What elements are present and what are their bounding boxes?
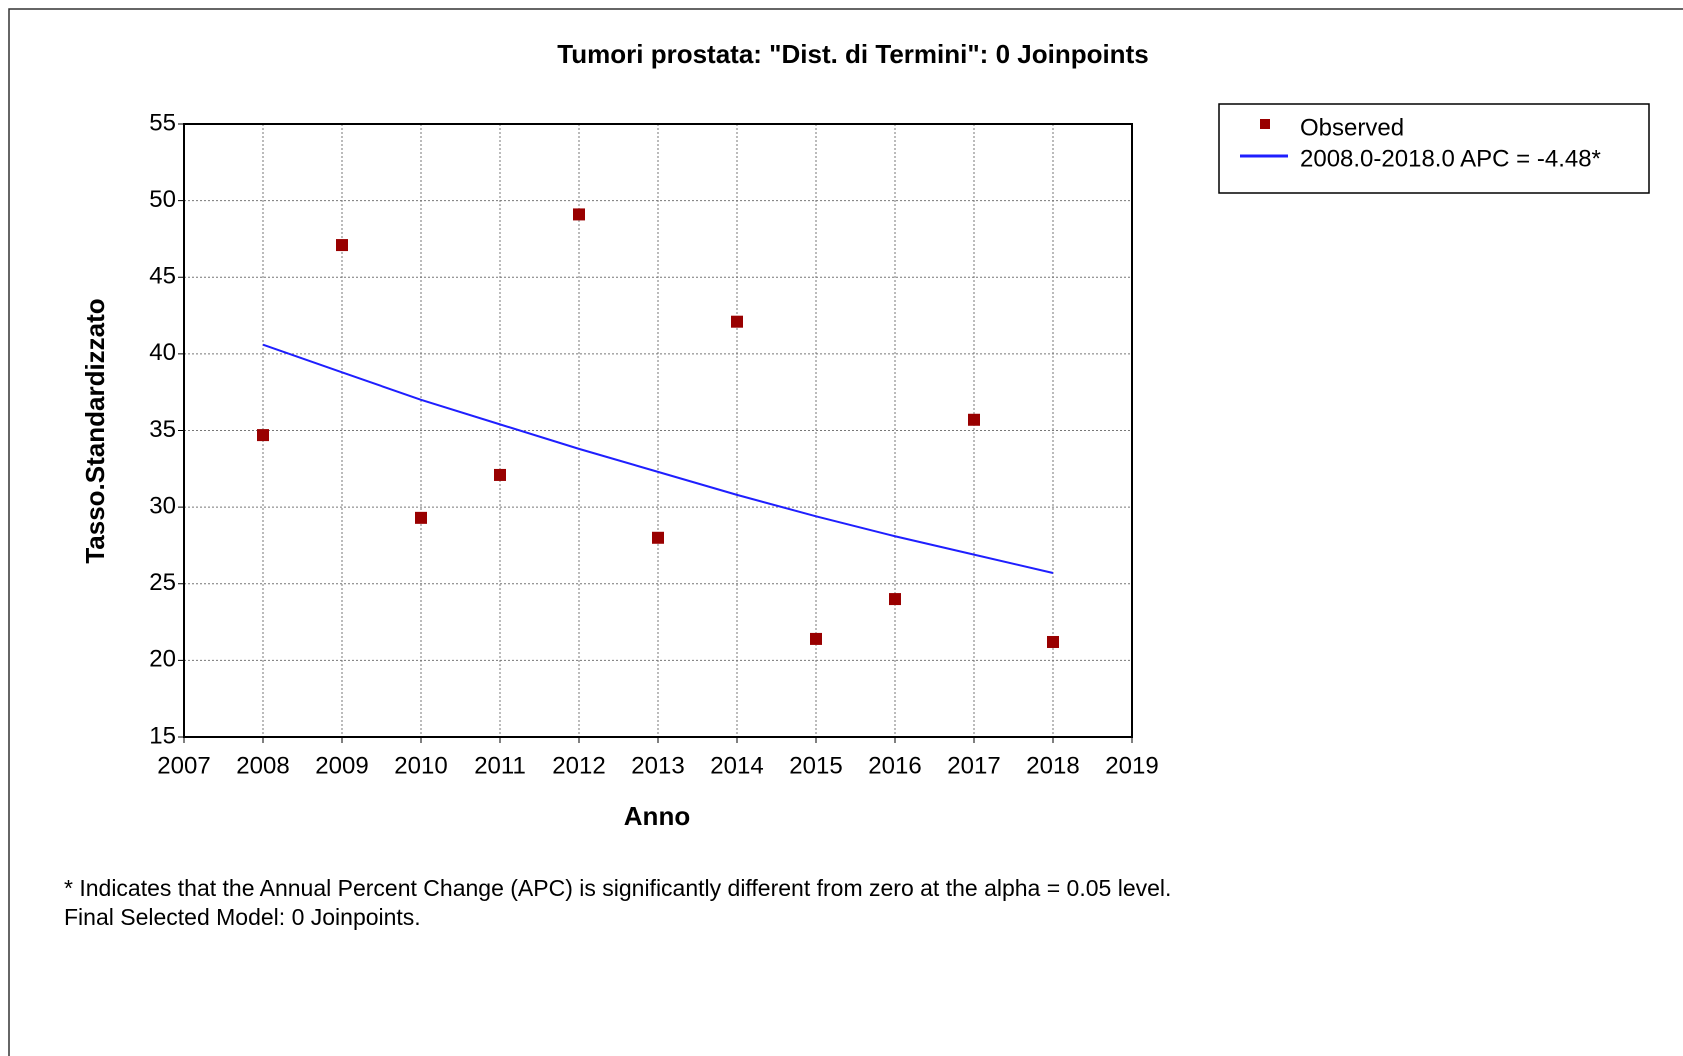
observed-point	[968, 413, 980, 426]
observed-point	[257, 429, 269, 442]
observed-point	[494, 468, 506, 481]
footnote: * Indicates that the Annual Percent Chan…	[64, 875, 1171, 901]
y-tick-label: 35	[149, 416, 176, 443]
legend-label: Observed	[1300, 114, 1404, 141]
observed-point	[889, 593, 901, 606]
observed-point	[652, 531, 664, 544]
x-tick-label: 2009	[315, 752, 368, 779]
x-tick-label: 2007	[157, 752, 210, 779]
legend-box	[1218, 103, 1650, 194]
plot-area	[183, 123, 1133, 738]
x-tick-label: 2017	[947, 752, 1000, 779]
x-tick-label: 2013	[631, 752, 684, 779]
x-tick-label: 2012	[552, 752, 605, 779]
y-tick-label: 40	[149, 339, 176, 366]
x-tick-label: 2016	[868, 752, 921, 779]
x-tick-label: 2014	[710, 752, 763, 779]
observed-point	[810, 632, 822, 645]
x-axis-label: Anno	[624, 801, 690, 831]
fit-line	[262, 343, 1054, 574]
observed-point	[1047, 635, 1059, 648]
x-tick-label: 2019	[1105, 752, 1158, 779]
y-tick-label: 50	[149, 186, 176, 213]
legend-marker	[1260, 119, 1270, 129]
y-tick-label: 20	[149, 646, 176, 673]
x-tick-label: 2011	[474, 752, 526, 779]
x-tick-label: 2010	[394, 752, 447, 779]
y-axis-label: Tasso.Standardizzato	[80, 298, 110, 563]
x-tick-label: 2018	[1026, 752, 1079, 779]
observed-point	[336, 239, 348, 252]
chart-title: Tumori prostata: "Dist. di Termini": 0 J…	[557, 39, 1148, 69]
legend-label: 2008.0-2018.0 APC = -4.48*	[1300, 145, 1601, 172]
x-tick-label: 2008	[236, 752, 289, 779]
y-tick-label: 45	[149, 263, 176, 290]
y-tick-label: 15	[149, 722, 176, 749]
y-tick-label: 30	[149, 492, 176, 519]
frame	[8, 8, 1683, 1056]
x-tick-label: 2015	[789, 752, 842, 779]
observed-point	[573, 208, 585, 221]
y-tick-label: 55	[149, 109, 176, 136]
footnote: Final Selected Model: 0 Joinpoints.	[64, 904, 421, 930]
observed-point	[731, 315, 743, 328]
observed-point	[415, 511, 427, 524]
y-tick-label: 25	[149, 569, 176, 596]
